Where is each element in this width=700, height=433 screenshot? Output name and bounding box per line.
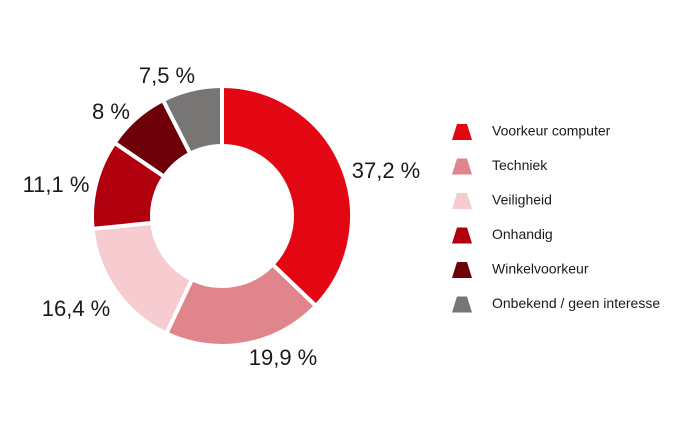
legend-item-veiligheid: Veiligheid — [452, 192, 552, 209]
legend-item-onbekend-geen-interesse: Onbekend / geen interesse — [452, 295, 660, 313]
slice-label-voorkeur-computer: 37,2 % — [352, 158, 421, 183]
donut-slices — [90, 83, 354, 348]
legend-item-techniek: Techniek — [452, 157, 548, 175]
slice-onbekend-geen-interesse — [160, 83, 224, 157]
slice-labels: 37,2 % 19,9 % 16,4 % 11,1 % 8 % 7,5 % — [23, 63, 421, 370]
legend-swatch-onhandig — [452, 227, 472, 244]
slice-label-onbekend-geen-interesse: 7,5 % — [139, 63, 195, 88]
legend-swatch-techniek — [452, 158, 472, 175]
legend-item-winkelvoorkeur: Winkelvoorkeur — [452, 261, 589, 278]
legend-swatch-onbekend-geen-interesse — [452, 296, 472, 313]
legend-label-veiligheid: Veiligheid — [492, 192, 552, 208]
slice-label-techniek: 19,9 % — [249, 345, 318, 370]
legend-label-voorkeur-computer: Voorkeur computer — [492, 123, 611, 139]
slice-label-veiligheid: 16,4 % — [42, 296, 111, 321]
legend-label-techniek: Techniek — [492, 157, 548, 173]
slice-techniek — [163, 261, 319, 348]
slice-label-winkelvoorkeur: 8 % — [92, 99, 130, 124]
legend-swatch-veiligheid — [452, 193, 472, 209]
legend-label-onhandig: Onhandig — [492, 226, 553, 242]
slice-label-onhandig: 11,1 % — [23, 172, 90, 197]
legend-item-onhandig: Onhandig — [452, 226, 553, 244]
legend-swatch-voorkeur-computer — [452, 124, 472, 140]
slice-voorkeur-computer — [220, 83, 354, 309]
legend-swatch-winkelvoorkeur — [452, 262, 472, 278]
legend-label-onbekend-geen-interesse: Onbekend / geen interesse — [492, 295, 660, 311]
legend: Voorkeur computer Techniek Veiligheid Onhan… — [452, 123, 660, 313]
legend-label-winkelvoorkeur: Winkelvoorkeur — [492, 261, 589, 277]
legend-item-voorkeur-computer: Voorkeur computer — [452, 123, 611, 140]
